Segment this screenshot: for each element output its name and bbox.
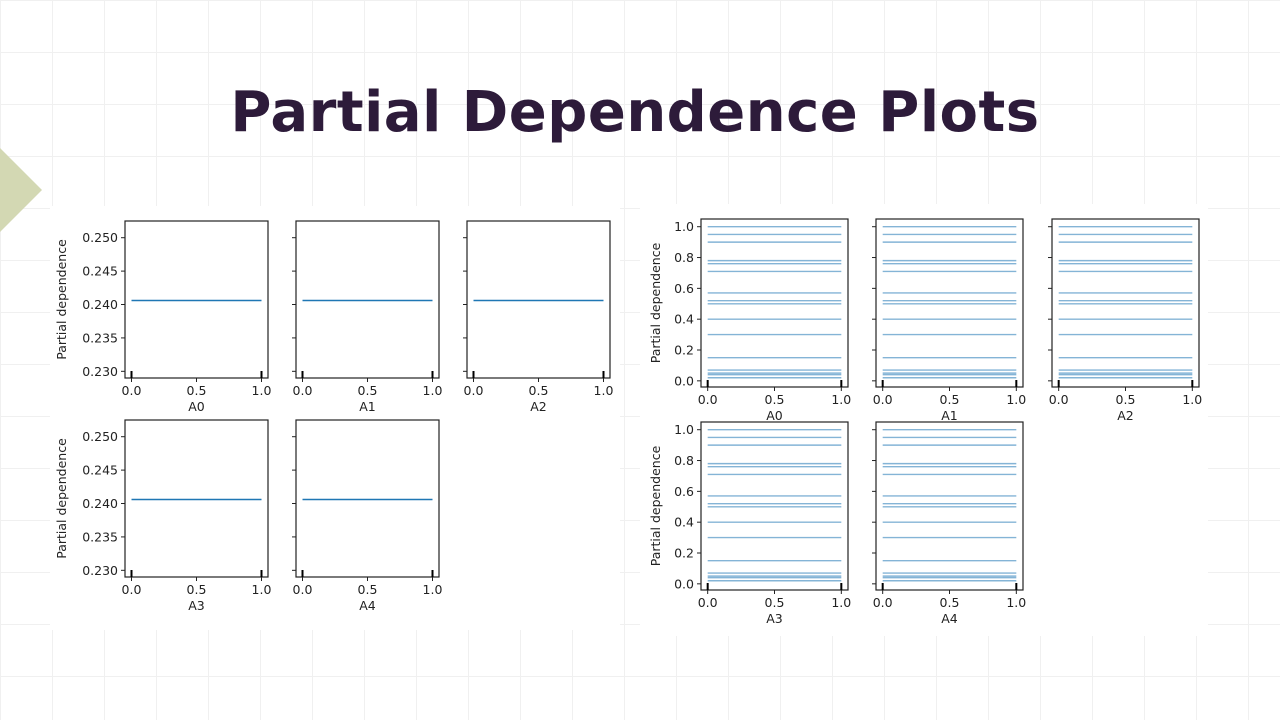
- subplot-A2: 0.0 0.5 1.0 A2: [463, 220, 614, 414]
- x-tick-label: 1.0: [252, 383, 272, 398]
- y-axis-label: Partial dependence: [54, 239, 69, 360]
- x-tick-label: 0.5: [765, 392, 785, 407]
- pdp-average-figure: 0.0 0.5 1.0 A0 0.230 0.235 0.240 0.245 0.250 Part…: [54, 220, 614, 613]
- y-tick-label: 0.0: [674, 373, 694, 388]
- y-tick-label: 0.240: [82, 297, 118, 312]
- y-axis-label: Partial dependence: [648, 242, 663, 363]
- slide-title: Partial Dependence Plots: [230, 80, 1040, 145]
- x-tick-label: 0.0: [293, 383, 313, 398]
- axes-frame: [466, 220, 611, 379]
- subplot-A1: 0.0 0.5 1.0 A1: [872, 218, 1026, 423]
- x-axis-label: A4: [941, 611, 958, 626]
- y-tick-label: 0.2: [674, 546, 694, 561]
- y-tick-label: 0.250: [82, 429, 118, 444]
- x-tick-label: 0.5: [1116, 392, 1136, 407]
- x-axis-label: A2: [1117, 408, 1134, 423]
- x-tick-label: 1.0: [831, 392, 851, 407]
- y-tick-label: 0.235: [82, 330, 118, 345]
- y-tick-label: 0.0: [674, 576, 694, 591]
- x-axis-label: A2: [530, 399, 547, 414]
- y-tick-label: 0.8: [674, 250, 694, 265]
- x-tick-label: 1.0: [1006, 392, 1026, 407]
- y-tick-label: 0.4: [674, 515, 694, 530]
- y-tick-label: 0.6: [674, 281, 694, 296]
- x-tick-label: 1.0: [252, 582, 272, 597]
- figure-left-background: [50, 206, 620, 630]
- x-tick-label: 0.5: [940, 392, 960, 407]
- x-tick-label: 0.0: [464, 383, 484, 398]
- x-tick-label: 1.0: [831, 595, 851, 610]
- pdp-ice-figure: 0.0 0.5 1.0 A0 0.0 0.2 0.4 0.6 0.8 1.0 Partial dep…: [648, 218, 1202, 626]
- y-axis-label: Partial dependence: [54, 438, 69, 559]
- y-tick-label: 0.8: [674, 453, 694, 468]
- x-axis-label: A0: [188, 399, 205, 414]
- y-axis-label: Partial dependence: [648, 445, 663, 566]
- x-tick-label: 0.5: [187, 582, 207, 597]
- y-tick-label: 0.240: [82, 496, 118, 511]
- y-tick-label: 0.245: [82, 463, 118, 478]
- axes-frame: [875, 421, 1024, 591]
- x-axis-label: A1: [941, 408, 958, 423]
- subplot-A0: 0.0 0.5 1.0 A0 0.0 0.2 0.4 0.6 0.8 1.0 Partial dep…: [648, 218, 851, 423]
- x-tick-label: 1.0: [1182, 392, 1202, 407]
- x-axis-label: A1: [359, 399, 376, 414]
- x-tick-label: 1.0: [594, 383, 614, 398]
- x-tick-label: 0.0: [122, 383, 142, 398]
- x-tick-label: 0.0: [1049, 392, 1069, 407]
- axes-frame: [875, 218, 1024, 388]
- y-tick-label: 0.2: [674, 343, 694, 358]
- axes-frame: [124, 220, 269, 379]
- x-tick-label: 1.0: [423, 582, 443, 597]
- y-tick-label: 1.0: [674, 422, 694, 437]
- subplot-A4: 0.0 0.5 1.0 A4: [292, 419, 443, 613]
- subplot-A0: 0.0 0.5 1.0 A0 0.230 0.235 0.240 0.245 0.250 Part…: [54, 220, 272, 414]
- x-tick-label: 0.0: [698, 392, 718, 407]
- y-tick-label: 0.235: [82, 529, 118, 544]
- axes-frame: [295, 419, 440, 578]
- y-tick-label: 0.4: [674, 312, 694, 327]
- y-tick-label: 0.6: [674, 484, 694, 499]
- x-tick-label: 0.5: [940, 595, 960, 610]
- x-tick-label: 0.5: [765, 595, 785, 610]
- subplot-A1: 0.0 0.5 1.0 A1: [292, 220, 443, 414]
- axes-frame: [124, 419, 269, 578]
- subplot-A3: 0.0 0.5 1.0 A3 0.0 0.2 0.4 0.6 0.8 1.0 Partial dep…: [648, 421, 851, 626]
- x-tick-label: 1.0: [423, 383, 443, 398]
- x-axis-label: A3: [188, 598, 205, 613]
- x-tick-label: 0.5: [529, 383, 549, 398]
- x-tick-label: 0.5: [187, 383, 207, 398]
- x-tick-label: 0.0: [122, 582, 142, 597]
- x-tick-label: 1.0: [1006, 595, 1026, 610]
- axes-frame: [700, 421, 849, 591]
- axes-frame: [700, 218, 849, 388]
- y-tick-label: 0.250: [82, 230, 118, 245]
- y-tick-label: 0.230: [82, 563, 118, 578]
- x-tick-label: 0.0: [698, 595, 718, 610]
- x-tick-label: 0.5: [358, 582, 378, 597]
- subplot-A2: 0.0 0.5 1.0 A2: [1048, 218, 1202, 423]
- y-tick-label: 0.230: [82, 364, 118, 379]
- accent-triangle: [0, 148, 42, 232]
- x-tick-label: 0.0: [293, 582, 313, 597]
- y-tick-label: 0.245: [82, 264, 118, 279]
- x-tick-label: 0.5: [358, 383, 378, 398]
- x-tick-label: 0.0: [873, 595, 893, 610]
- x-axis-label: A3: [766, 611, 783, 626]
- x-axis-label: A0: [766, 408, 783, 423]
- figure-right-background: [640, 204, 1208, 636]
- y-tick-label: 1.0: [674, 219, 694, 234]
- axes-frame: [1051, 218, 1200, 388]
- x-axis-label: A4: [359, 598, 376, 613]
- x-tick-label: 0.0: [873, 392, 893, 407]
- axes-frame: [295, 220, 440, 379]
- subplot-A3: 0.0 0.5 1.0 A3 0.230 0.235 0.240 0.245 0.250 Part…: [54, 419, 272, 613]
- subplot-A4: 0.0 0.5 1.0 A4: [872, 421, 1026, 626]
